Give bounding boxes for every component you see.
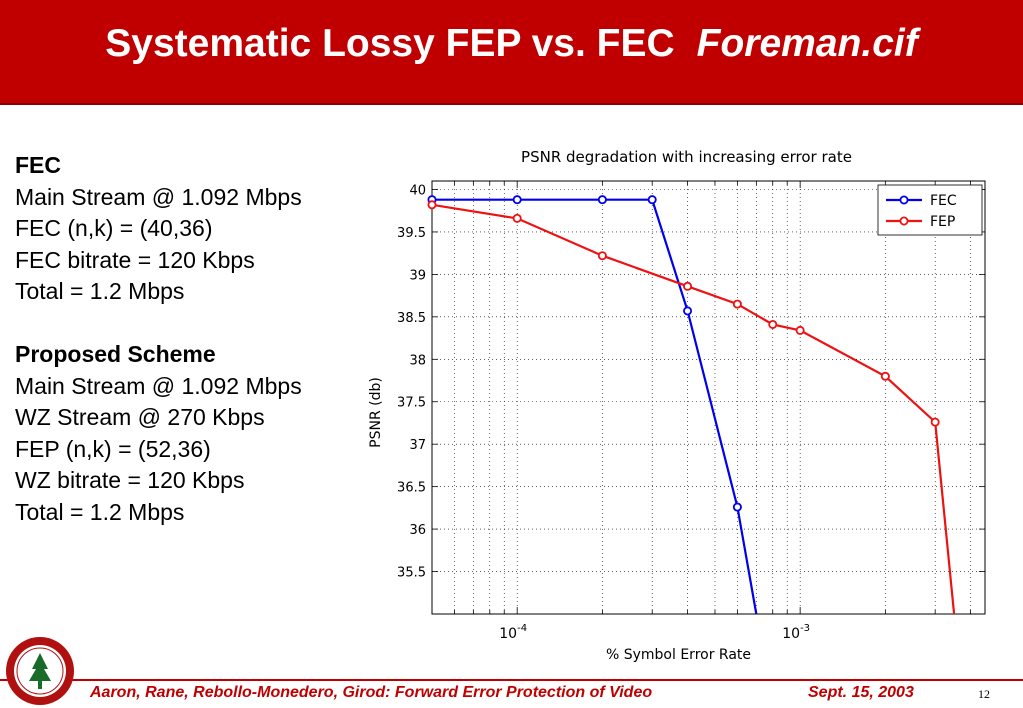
parameter-line: Total = 1.2 Mbps xyxy=(15,278,185,304)
parameter-line: Main Stream @ 1.092 Mbps xyxy=(15,372,302,399)
data-point-fep xyxy=(930,417,940,427)
title-bar xyxy=(0,0,1023,105)
parameter-line: FEC bitrate = 120 Kbps xyxy=(15,246,255,273)
data-point-fep xyxy=(880,371,890,381)
title-main: Systematic Lossy FEP vs. FEC xyxy=(105,22,675,65)
data-point-fep xyxy=(597,251,607,261)
section-heading: FEC xyxy=(15,152,61,178)
data-point-fep xyxy=(795,325,805,335)
data-point-fep xyxy=(683,281,693,291)
psnr-chart: 35.5 36 36.5 37 37.5 38 38.5 39 39.5 40 10-4 10-3 PS… xyxy=(368,148,986,663)
footer-date: Sept. 15, 2003 xyxy=(808,684,914,701)
y-axis-label: PSNR (db) xyxy=(368,377,384,448)
parameter-line: FEP (n,k) = (52,36) xyxy=(15,435,211,462)
legend-label-fep: FEP xyxy=(930,214,955,230)
parameter-line: Total = 1.2 Mbps xyxy=(15,498,185,525)
footer-divider xyxy=(0,679,1023,681)
y-tick-label: 37.5 xyxy=(397,396,426,411)
y-tick-label: 38.5 xyxy=(397,311,426,326)
legend-box xyxy=(877,184,983,236)
footer-authors: Aaron, Rane, Rebollo-Monedero, Girod: Fo… xyxy=(90,684,653,701)
data-point-fep xyxy=(512,213,522,223)
y-tick-label: 40 xyxy=(409,183,426,198)
section-heading: Proposed Scheme xyxy=(15,341,216,367)
y-tick-label: 38 xyxy=(409,353,426,368)
data-point-fep xyxy=(427,200,437,210)
spacer xyxy=(15,308,302,340)
title-italic: Foreman.cif xyxy=(696,22,918,65)
legend-swatch-marker xyxy=(899,195,909,205)
data-point-fec xyxy=(597,195,607,205)
plot-frame xyxy=(431,180,986,615)
parameter-line: FEC (n,k) = (40,36) xyxy=(15,215,213,241)
page-number: 12 xyxy=(978,687,990,701)
data-point-fep xyxy=(732,299,742,309)
parameter-line: WZ Stream @ 270 Kbps xyxy=(15,404,265,430)
data-point-fep xyxy=(768,319,778,329)
legend-label-fec: FEC xyxy=(930,193,957,209)
parameter-line: WZ bitrate = 120 Kbps xyxy=(15,467,245,493)
y-tick-label: 36.5 xyxy=(397,481,426,496)
university-seal-icon xyxy=(6,637,74,705)
parameter-line: Main Stream @ 1.092 Mbps xyxy=(15,183,302,210)
slide-title: Systematic Lossy FEP vs. FEC Foreman.cif xyxy=(0,22,1023,66)
y-tick-label: 35.5 xyxy=(397,566,426,581)
legend-swatch-marker xyxy=(899,216,909,226)
x-axis-label: % Symbol Error Rate xyxy=(606,647,751,663)
x-tick-label: 10-4 xyxy=(499,623,527,642)
data-point-fec xyxy=(732,502,742,512)
y-tick-label: 36 xyxy=(409,523,426,538)
chart-title: PSNR degradation with increasing error r… xyxy=(521,148,852,166)
y-tick-label: 37 xyxy=(409,438,426,453)
x-tick-label: 10-3 xyxy=(782,623,810,642)
series-line-fep xyxy=(432,203,956,614)
data-point-fec xyxy=(683,306,693,316)
data-point-fec xyxy=(647,195,657,205)
data-point-fec xyxy=(512,195,522,205)
y-tick-label: 39 xyxy=(409,268,426,283)
parameters-text: FEC Main Stream @ 1.092 Mbps FEC (n,k) = (… xyxy=(15,150,302,528)
y-tick-label: 39.5 xyxy=(397,226,426,241)
